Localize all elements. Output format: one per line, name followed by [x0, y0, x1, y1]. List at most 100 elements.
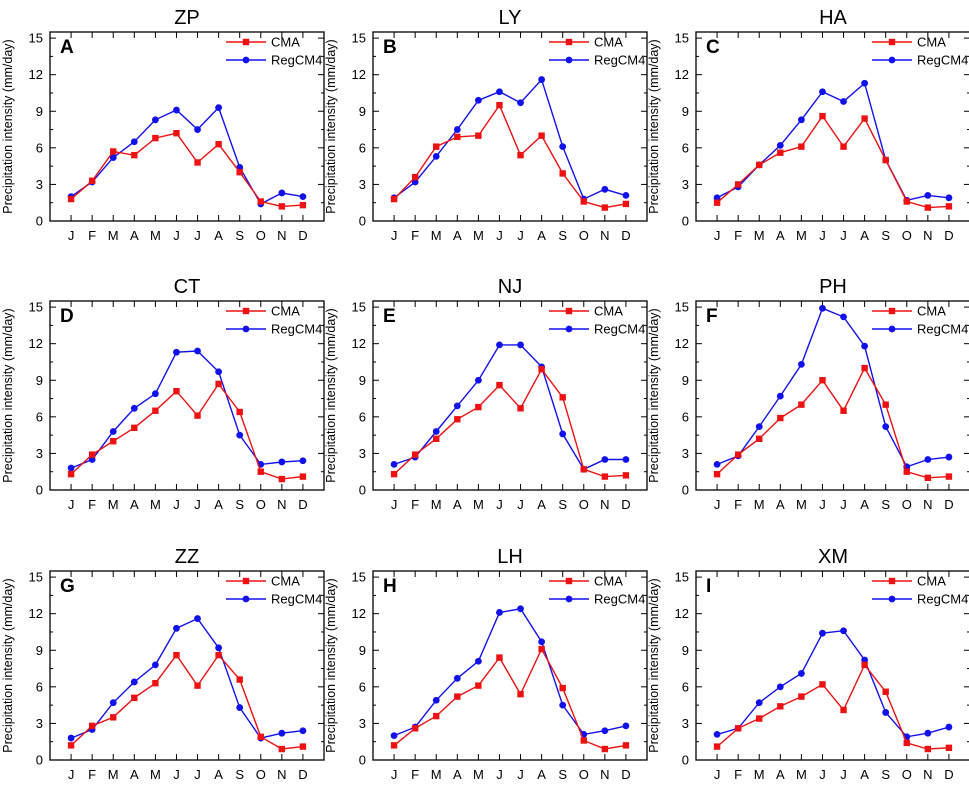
marker-regcm4 [151, 116, 159, 124]
x-tick-label: J [194, 497, 201, 512]
marker-cma [819, 112, 826, 120]
marker-cma [580, 466, 587, 473]
series-line-regcm4 [393, 344, 626, 471]
legend-label-regcm4: RegCM4 [594, 53, 645, 68]
x-tick-label: M [150, 228, 161, 243]
y-tick-label: 12 [29, 67, 43, 82]
legend: CMA RegCM4 [872, 304, 968, 337]
y-tick-label: 3 [359, 446, 366, 461]
legend-label-cma: CMA [271, 304, 300, 319]
marker-regcm4 [236, 431, 244, 439]
x-tick-label: N [923, 228, 932, 243]
y-tick-label: 0 [682, 214, 689, 229]
marker-cma [236, 169, 243, 176]
series-line-regcm4 [716, 629, 950, 738]
x-tick-label: A [214, 767, 223, 782]
plot-frame [372, 570, 648, 761]
y-tick-label: 12 [675, 67, 689, 82]
marker-regcm4 [109, 428, 117, 435]
x-tick-label: F [411, 767, 419, 782]
marker-cma [67, 470, 75, 478]
panel-letter: H [383, 576, 397, 597]
y-tick-label: 12 [29, 606, 43, 621]
y-tick-label: 6 [36, 679, 43, 694]
y-tick-label: 12 [352, 336, 366, 351]
marker-cma [390, 470, 398, 478]
marker-cma [777, 414, 784, 422]
plot-frame [695, 300, 969, 491]
x-tick-label: N [277, 228, 286, 243]
panel-letter: E [383, 306, 396, 327]
series-line-cma [70, 132, 303, 208]
marker-cma [454, 693, 461, 700]
x-tick-label: D [621, 497, 630, 512]
panel-title: CT [174, 276, 201, 298]
x-tick-label: A [130, 497, 139, 512]
x-tick-label: J [714, 497, 721, 512]
marker-cma [840, 706, 847, 714]
panel-letter: I [706, 576, 711, 597]
x-tick-label: M [150, 497, 161, 512]
marker-regcm4 [945, 723, 953, 731]
legend: CMA RegCM4 [549, 574, 645, 607]
panel-letter: G [60, 576, 75, 597]
x-tick-label: F [88, 767, 96, 782]
marker-regcm4 [299, 727, 307, 735]
marker-regcm4 [278, 458, 286, 466]
x-tick-label: J [517, 228, 524, 243]
x-tick-label: O [256, 228, 266, 243]
plot-frame [49, 570, 325, 761]
marker-cma [945, 744, 953, 752]
marker-regcm4 [236, 704, 244, 711]
x-tick-label: M [796, 228, 807, 243]
legend-marker-cma [565, 307, 573, 315]
legend-marker-cma [888, 307, 896, 315]
marker-cma [734, 451, 742, 458]
y-tick-label: 9 [36, 104, 43, 119]
x-tick-label: J [819, 497, 826, 512]
marker-cma [131, 424, 138, 432]
marker-cma [798, 143, 805, 150]
series-line-cma [393, 103, 627, 209]
marker-cma [475, 403, 482, 411]
series-line-cma [716, 366, 949, 479]
marker-cma [622, 742, 630, 749]
panel-title: ZP [174, 7, 200, 29]
y-axis-label: Precipitation intensity (mm/day) [1, 39, 15, 213]
marker-cma [538, 132, 545, 139]
y-tick-label: 0 [36, 483, 43, 498]
plot-frame [49, 300, 325, 491]
legend-marker-cma [888, 38, 896, 46]
marker-cma [152, 679, 159, 687]
marker-cma [734, 181, 742, 188]
marker-cma [88, 722, 96, 730]
y-tick-label: 3 [36, 446, 43, 461]
marker-regcm4 [945, 194, 953, 202]
panel-title: LY [499, 7, 522, 29]
marker-cma [194, 159, 201, 166]
y-axis-label: Precipitation intensity (mm/day) [647, 39, 661, 213]
x-tick-label: N [600, 497, 609, 512]
marker-cma [559, 684, 566, 692]
marker-regcm4 [861, 342, 869, 350]
y-tick-label: 9 [682, 373, 689, 388]
y-tick-label: 15 [675, 300, 689, 315]
marker-regcm4 [538, 638, 546, 646]
x-tick-label: J [391, 228, 398, 243]
marker-regcm4 [130, 678, 138, 686]
marker-cma [713, 470, 721, 478]
y-axis-label: Precipitation intensity (mm/day) [324, 578, 338, 752]
x-tick-label: D [944, 767, 953, 782]
marker-regcm4 [797, 116, 805, 124]
marker-regcm4 [67, 464, 75, 472]
marker-regcm4 [819, 88, 826, 96]
marker-cma [924, 745, 932, 753]
x-tick-label: N [923, 497, 932, 512]
y-tick-label: 3 [359, 716, 366, 731]
panel-title: NJ [498, 276, 522, 298]
marker-cma [299, 473, 307, 480]
marker-regcm4 [299, 193, 307, 201]
